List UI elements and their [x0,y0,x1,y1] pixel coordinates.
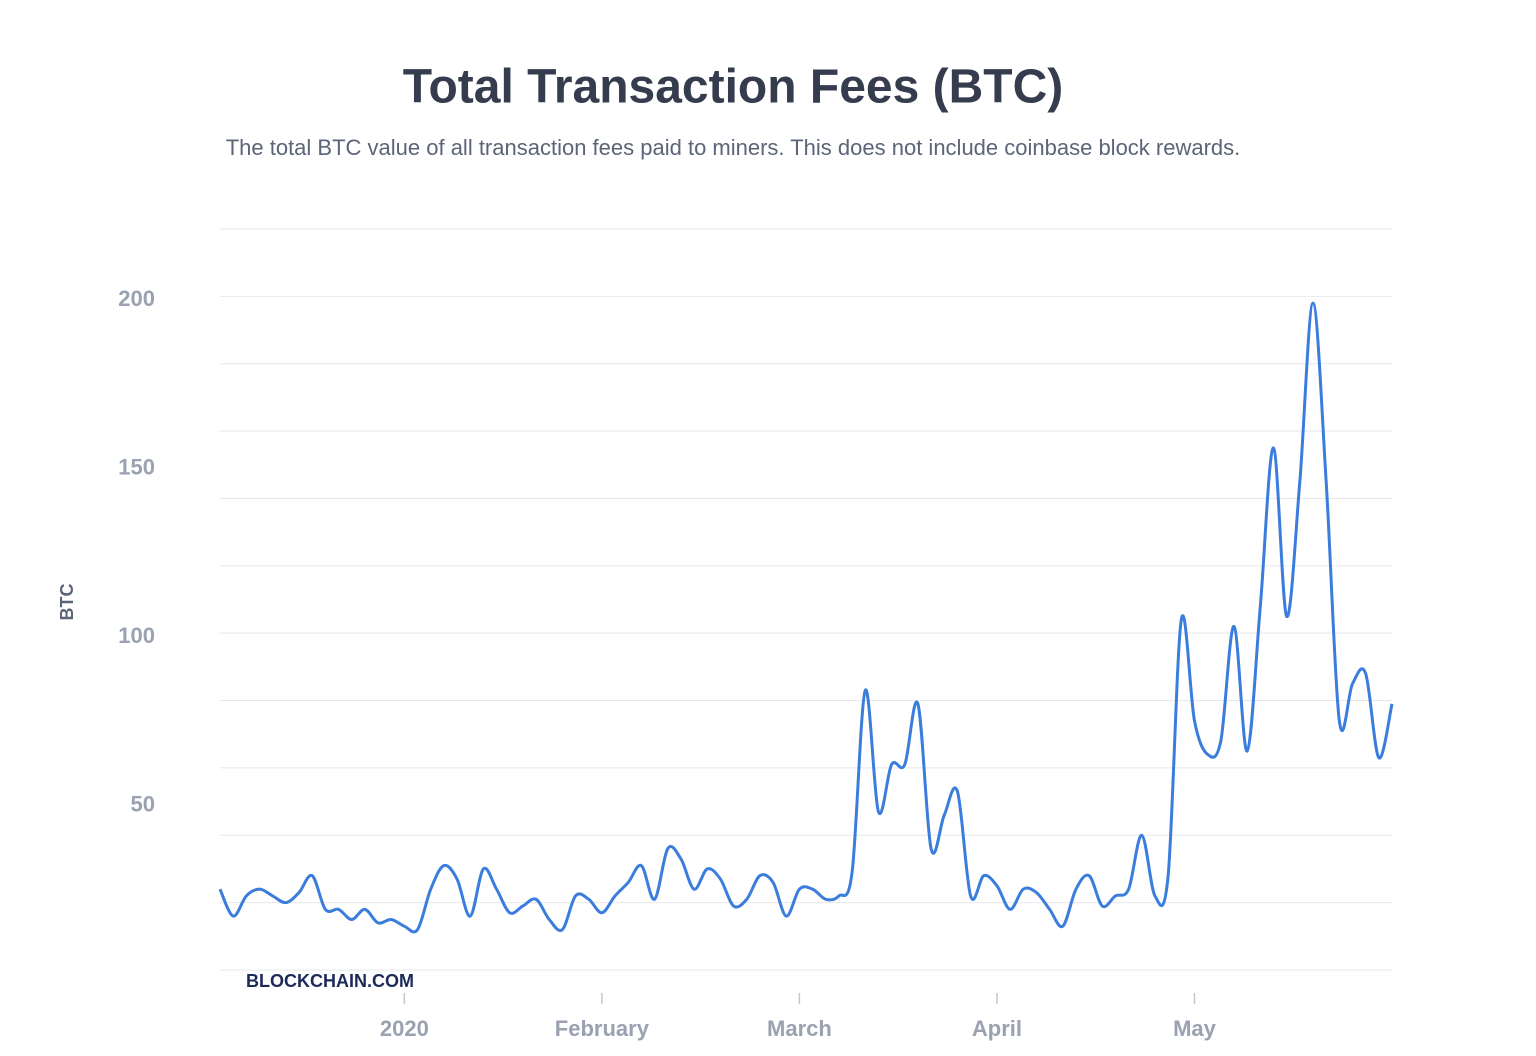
x-tick-label: April [972,1016,1022,1041]
x-tick-label: March [767,1016,832,1041]
watermark: BLOCKCHAIN.COM [246,971,414,991]
chart-title: Total Transaction Fees (BTC) [403,61,1064,114]
x-tick-label: May [1173,1016,1217,1041]
y-tick-label: 50 [131,791,155,816]
y-tick-label: 100 [118,623,155,648]
x-tick-label: February [555,1016,650,1041]
chart-subtitle: The total BTC value of all transaction f… [226,135,1241,160]
data-line [218,301,1394,934]
y-tick-label: 150 [118,455,155,480]
x-tick-label: 2020 [380,1016,429,1041]
y-axis-label: BTC [57,584,77,621]
y-tick-label: 200 [118,286,155,311]
